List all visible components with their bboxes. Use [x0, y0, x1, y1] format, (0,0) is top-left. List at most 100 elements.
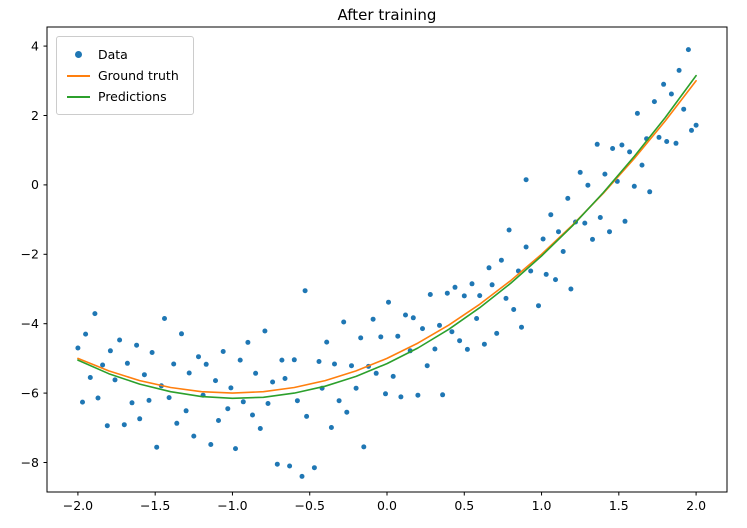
- scatter-point: [452, 284, 458, 290]
- scatter-point: [668, 91, 674, 97]
- scatter-point: [332, 361, 337, 367]
- scatter-point: [141, 372, 147, 378]
- scatter-point: [619, 142, 625, 148]
- scatter-point: [104, 423, 110, 429]
- legend-label-ground-truth: Ground truth: [98, 68, 179, 83]
- scatter-point: [233, 446, 238, 452]
- scatter-point: [196, 354, 201, 360]
- x-tick-label: −0.5: [295, 498, 325, 513]
- scatter-point: [274, 461, 280, 467]
- scatter-point: [582, 220, 588, 226]
- scatter-point: [511, 307, 517, 312]
- scatter-point: [287, 463, 293, 469]
- scatter-point: [349, 363, 354, 369]
- scatter-point: [294, 398, 300, 404]
- scatter-point: [494, 330, 500, 336]
- scatter-point: [498, 257, 504, 263]
- scatter-point: [92, 311, 98, 317]
- scatter-point: [299, 473, 305, 479]
- scatter-point: [358, 335, 364, 341]
- y-tick-label: −4: [21, 316, 39, 331]
- legend-label-predictions: Predictions: [98, 89, 167, 104]
- scatter-point: [560, 249, 566, 254]
- scatter-point: [245, 339, 251, 345]
- scatter-point: [311, 465, 317, 471]
- scatter-point: [395, 333, 401, 339]
- scatter-point: [585, 182, 591, 188]
- scatter-point: [390, 373, 396, 379]
- scatter-point: [568, 286, 574, 292]
- scatter-point: [506, 227, 512, 233]
- scatter-point: [265, 401, 271, 406]
- scatter-point: [424, 363, 430, 369]
- scatter-point: [186, 370, 192, 376]
- scatter-point: [681, 106, 687, 112]
- scatter-point: [437, 322, 442, 328]
- scatter-point: [208, 442, 214, 447]
- scatter-point: [656, 134, 662, 140]
- scatter-point: [602, 171, 608, 177]
- scatter-point: [634, 110, 640, 116]
- scatter-point: [270, 379, 276, 385]
- data-marker-icon: [74, 51, 82, 58]
- scatter-point: [403, 312, 408, 318]
- scatter-point: [651, 99, 657, 105]
- scatter-point: [689, 127, 694, 133]
- x-tick-label: −2.0: [63, 498, 93, 513]
- scatter-point: [523, 244, 529, 250]
- scatter-point: [83, 331, 89, 337]
- scatter-point: [137, 416, 143, 422]
- scatter-point: [304, 413, 310, 419]
- scatter-point: [240, 399, 246, 405]
- y-tick-label: −8: [21, 455, 39, 470]
- scatter-point: [134, 342, 140, 348]
- y-tick-label: 4: [31, 38, 39, 53]
- scatter-point: [279, 357, 285, 363]
- scatter-point: [597, 215, 603, 220]
- scatter-point: [536, 303, 541, 309]
- scatter-point: [237, 357, 243, 363]
- scatter-point: [213, 378, 218, 384]
- scatter-point: [228, 385, 234, 391]
- scatter-point: [410, 315, 416, 321]
- scatter-point: [519, 324, 524, 330]
- scatter-point: [344, 409, 350, 415]
- scatter-point: [676, 67, 682, 73]
- scatter-point: [87, 375, 93, 380]
- scatter-point: [486, 265, 492, 271]
- scatter-point: [631, 183, 637, 189]
- legend-item-data: Data: [64, 44, 179, 65]
- scatter-point: [548, 212, 554, 218]
- scatter-point: [661, 81, 667, 87]
- scatter-point: [622, 218, 628, 224]
- x-tick-label: −1.0: [217, 498, 247, 513]
- scatter-point: [556, 229, 561, 235]
- legend-item-ground-truth: Ground truth: [64, 65, 179, 86]
- scatter-point: [415, 392, 421, 398]
- y-tick-label: −2: [21, 247, 39, 262]
- scatter-point: [444, 290, 450, 296]
- legend-item-predictions: Predictions: [64, 86, 179, 107]
- scatter-point: [183, 408, 189, 414]
- scatter-point: [124, 360, 130, 366]
- predictions-line: [77, 74, 697, 400]
- scatter-point: [461, 293, 467, 299]
- scatter-point: [481, 341, 487, 347]
- scatter-point: [191, 433, 197, 439]
- scatter-point: [75, 345, 81, 351]
- scatter-point: [117, 337, 123, 343]
- scatter-point: [336, 398, 342, 404]
- scatter-point: [420, 326, 425, 332]
- scatter-point: [610, 146, 616, 151]
- ground-truth-line-icon: [66, 74, 90, 77]
- ground-truth-line: [77, 80, 697, 394]
- scatter-point: [216, 418, 221, 423]
- scatter-point: [528, 268, 534, 274]
- scatter-point: [664, 139, 670, 144]
- y-tick-label: 2: [31, 108, 39, 123]
- scatter-point: [203, 361, 209, 367]
- scatter-point: [627, 149, 633, 155]
- scatter-point: [220, 349, 226, 354]
- scatter-point: [457, 338, 463, 344]
- scatter-point: [449, 329, 455, 335]
